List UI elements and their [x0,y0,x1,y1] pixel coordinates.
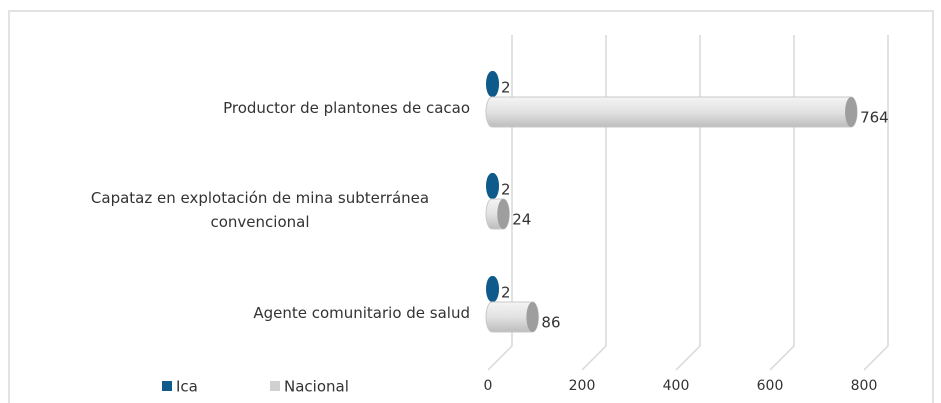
legend-swatch [270,381,280,391]
value-label: 24 [512,211,531,229]
category-label: Productor de plantones de cacao [223,99,470,117]
category-label: Capataz en explotación de mina subterrán… [90,189,430,231]
x-tick-label: 200 [569,378,596,394]
grid-line [863,35,889,371]
bar-cap [486,173,499,199]
bar-cap [526,302,539,332]
legend-swatch [162,381,172,391]
bar-cap [497,199,510,229]
x-tick-label: 0 [484,378,493,394]
value-label: 86 [541,314,560,332]
legend-label: Ica [176,378,198,396]
grid-line [675,35,701,371]
x-tick-label: 600 [757,378,784,394]
x-tick-label: 800 [851,378,878,394]
bar [485,96,858,128]
bar-cap [486,276,499,302]
value-label: 764 [860,109,889,127]
bar-cap [845,97,858,127]
grid-line [769,35,795,371]
value-label: 2 [501,284,511,302]
legend-label: Nacional [284,378,349,396]
x-tick-label: 400 [663,378,690,394]
value-label: 2 [501,79,511,97]
category-label: Agente comunitario de salud [253,304,470,322]
grid-line [487,35,513,371]
chart-frame [8,10,934,403]
grid-line [581,35,607,371]
value-label: 2 [501,181,511,199]
bar-cap [486,71,499,97]
